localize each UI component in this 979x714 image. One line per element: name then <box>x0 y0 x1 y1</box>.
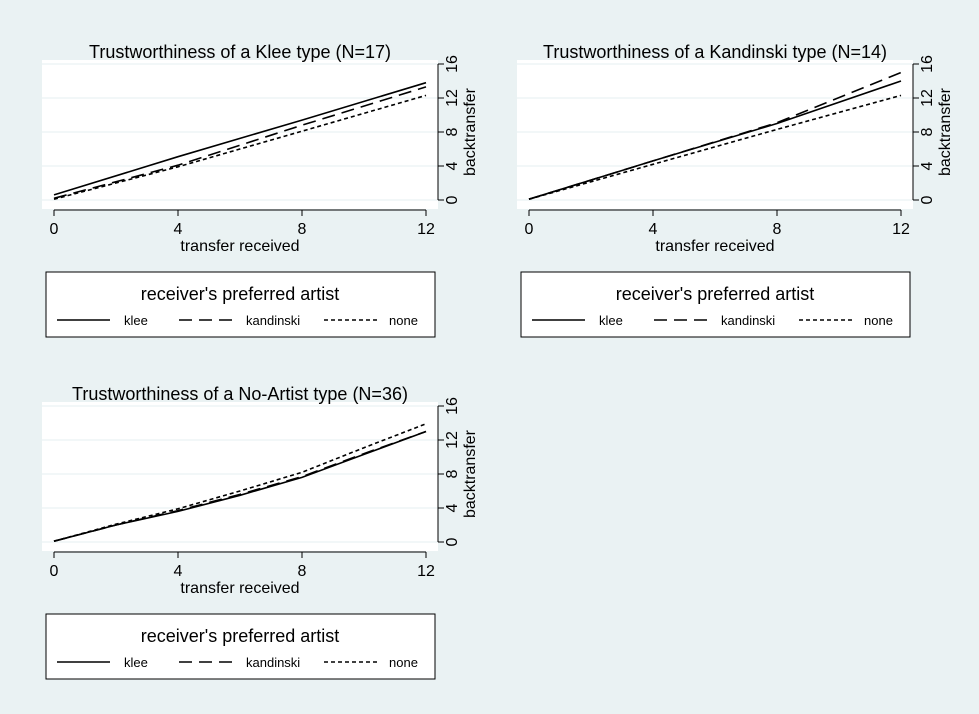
chart-panel-3: 0 4 8 12 transfer received 0 4 8 12 16backtransfe… <box>42 384 479 680</box>
y-tick-label: 4 <box>444 503 461 512</box>
legend-label-none: none <box>864 313 893 328</box>
x-tick-label: 0 <box>50 221 59 238</box>
y-tick-label: 8 <box>919 127 936 136</box>
x-tick-label: 8 <box>773 221 782 238</box>
y-axis-label: backtransfer <box>462 87 479 176</box>
legend: receiver's preferred artist klee kandinski… <box>45 271 436 338</box>
x-axis-label: transfer received <box>655 238 774 255</box>
chart-panel-1: 0 4 8 12 transfer received 0 4 8 12 16backtransfe… <box>42 42 479 338</box>
y-tick-label: 4 <box>919 161 936 170</box>
x-tick-label: 8 <box>298 221 307 238</box>
x-tick-label: 0 <box>525 221 534 238</box>
y-tick-label: 16 <box>444 55 461 73</box>
legend-title: receiver's preferred artist <box>141 626 340 646</box>
legend-box <box>45 271 436 338</box>
legend-label-kandinski: kandinski <box>721 313 775 328</box>
x-axis-label: transfer received <box>180 580 299 597</box>
series-line-none <box>53 423 427 542</box>
x-tick-label: 4 <box>649 221 658 238</box>
y-tick-label: 8 <box>444 127 461 136</box>
chart-title: Trustworthiness of a Klee type (N=17) <box>89 42 391 62</box>
series-line-kandinski <box>53 86 427 200</box>
y-tick-label: 4 <box>444 161 461 170</box>
y-tick-label: 0 <box>919 195 936 204</box>
y-axis-label: backtransfer <box>462 429 479 518</box>
x-tick-label: 4 <box>174 563 183 580</box>
plot-area <box>42 60 438 209</box>
legend-box <box>520 271 911 338</box>
y-tick-label: 0 <box>444 195 461 204</box>
legend-label-klee: klee <box>124 655 148 670</box>
y-tick-label: 12 <box>919 89 936 107</box>
x-axis-label: transfer received <box>180 238 299 255</box>
chart-panel-2: 0 4 8 12 transfer received 0 4 8 12 16backtransfe… <box>517 42 954 338</box>
y-tick-label: 0 <box>444 537 461 546</box>
legend: receiver's preferred artist klee kandinski… <box>520 271 911 338</box>
x-tick-label: 12 <box>417 563 435 580</box>
legend-title: receiver's preferred artist <box>616 284 815 304</box>
legend-label-klee: klee <box>599 313 623 328</box>
series-line-none <box>53 94 427 200</box>
series-line-kandinski <box>528 71 902 200</box>
x-tick-label: 12 <box>417 221 435 238</box>
series-line-klee <box>53 81 427 196</box>
legend-label-klee: klee <box>124 313 148 328</box>
chart-title: Trustworthiness of a Kandinski type (N=1… <box>543 42 887 62</box>
y-tick-label: 8 <box>444 469 461 478</box>
legend-label-none: none <box>389 313 418 328</box>
legend-label-none: none <box>389 655 418 670</box>
x-tick-label: 4 <box>174 221 183 238</box>
x-tick-label: 0 <box>50 563 59 580</box>
legend-title: receiver's preferred artist <box>141 284 340 304</box>
series-line-none <box>528 94 902 200</box>
y-tick-label: 16 <box>919 55 936 73</box>
legend-box <box>45 613 436 680</box>
legend-label-kandinski: kandinski <box>246 655 300 670</box>
x-tick-label: 8 <box>298 563 307 580</box>
y-axis-label: backtransfer <box>937 87 954 176</box>
y-tick-label: 16 <box>444 397 461 415</box>
chart-title: Trustworthiness of a No-Artist type (N=3… <box>72 384 408 404</box>
x-tick-label: 12 <box>892 221 910 238</box>
legend-label-kandinski: kandinski <box>246 313 300 328</box>
legend: receiver's preferred artist klee kandinski… <box>45 613 436 680</box>
y-tick-label: 12 <box>444 431 461 449</box>
y-tick-label: 12 <box>444 89 461 107</box>
